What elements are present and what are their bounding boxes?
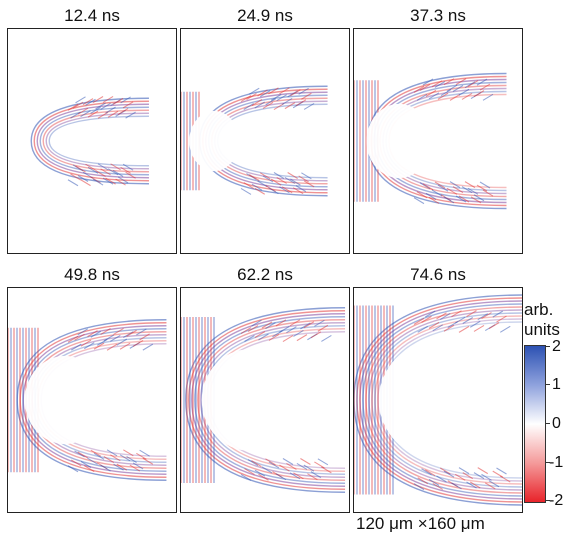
colorbar-tick-label: -1: [549, 454, 564, 471]
panel-title-3: 37.3 ns: [410, 6, 466, 25]
wavefield-panel-1: [7, 28, 177, 254]
wavefield-panel-3: [353, 28, 523, 254]
colorbar-tickmark: [545, 462, 550, 463]
colorbar-tickmark: [545, 423, 550, 424]
wavefield-panel-4: [7, 287, 177, 513]
colorbar-tick-label: 0: [552, 415, 561, 432]
wavefield-panel-5: [180, 287, 350, 513]
panel-title-6: 74.6 ns: [410, 265, 466, 284]
colorbar-tick-label: 1: [552, 376, 561, 393]
panel-title-5: 62.2 ns: [237, 265, 293, 284]
colorbar-unit-line1: arb.: [524, 300, 554, 319]
colorbar-tickmark: [545, 500, 550, 501]
colorbar-tick-label: 2: [552, 338, 561, 355]
panel-title-1: 12.4 ns: [64, 6, 120, 25]
colorbar-unit-line2: units: [524, 320, 560, 339]
panel-title-2: 24.9 ns: [237, 6, 293, 25]
scale-label: 120 μm ×160 μm: [356, 514, 485, 533]
colorbar-tickmark: [545, 384, 550, 385]
colorbar-tick-label: -2: [549, 492, 564, 509]
colorbar: [524, 345, 546, 503]
wavefield-panel-6: [353, 287, 523, 513]
panel-title-4: 49.8 ns: [64, 265, 120, 284]
colorbar-tickmark: [545, 346, 550, 347]
wavefield-panel-2: [180, 28, 350, 254]
